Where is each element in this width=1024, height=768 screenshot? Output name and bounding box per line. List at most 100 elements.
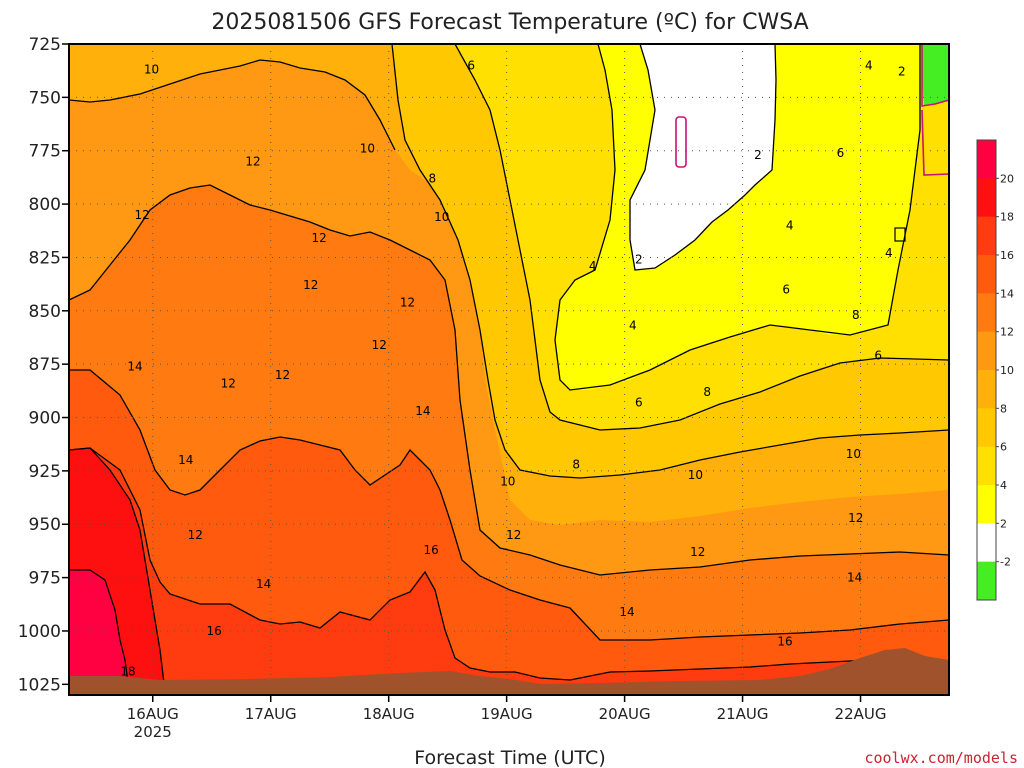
x-tick-label: 18AUG [363,705,415,723]
y-axis: 725 750 775 800 825 850 875 900 925 950 975 1000 102… [18,35,69,695]
contour-label: 8 [429,171,437,185]
contour-label: 2 [754,148,762,162]
y-tick-label: 975 [29,569,61,589]
x-axis-label: Forecast Time (UTC) [414,747,605,768]
x-tick-year-label: 2025 [134,723,172,741]
colorbar-swatch [977,293,996,333]
y-tick-label: 925 [29,462,61,482]
colorbar-tick-label: 2 [1000,517,1007,530]
freezing-contour-line [921,44,949,107]
colorbar-swatch [977,485,996,524]
contour-label: 12 [134,208,149,222]
contour-label: 14 [847,571,862,585]
contour-label: 8 [852,308,860,322]
colorbar-tick-label: 14 [1000,287,1014,300]
contour-label: 8 [572,457,580,471]
colorbar-swatch [977,561,996,601]
contour-label: 16 [777,635,792,649]
band-below-freezing [922,44,949,106]
colorbar-swatch [977,140,996,179]
x-tick-label: 16AUG [127,705,179,723]
freezing-contour-loop [675,116,687,168]
contour-label: 12 [275,368,290,382]
contour-line-4 [554,44,921,391]
contour-label: 12 [303,278,318,292]
contour-label: 6 [837,146,845,160]
colorbar-swatch [977,178,996,218]
x-tick-label: 17AUG [245,705,297,723]
contour-label: 12 [400,295,415,309]
contour-label: 2 [898,65,906,79]
contour-label: 10 [144,63,159,77]
contour-labels: 10 6 4 2 10 12 8 2 6 12 10 4 12 2 4 4 12 6 12 4 8 12 6 14 12 12 6 8… [120,58,905,678]
colorbar-tick-label: 20 [1000,172,1014,185]
contour-label: 14 [256,577,271,591]
contour-closed-loop [894,227,906,242]
contour-label: 14 [415,404,430,418]
band-20 [69,570,128,683]
y-tick-label: 750 [29,88,61,108]
contour-line-16 [69,447,949,683]
contour-label: 14 [127,359,142,373]
colorbar-swatch [977,446,996,486]
contour-label: 2 [635,253,643,267]
contour-label: 10 [434,210,449,224]
contour-label: 4 [589,259,597,273]
contour-label: 6 [874,349,882,363]
y-tick-label: 725 [29,35,61,55]
contour-label: 12 [311,231,326,245]
contour-label: 12 [245,154,260,168]
contour-label: 18 [120,665,135,679]
x-tick-label: 21AUG [717,705,769,723]
watermark: coolwx.com/models [864,749,1018,767]
contour-label: 6 [467,58,475,72]
contour-line-18 [69,447,165,684]
y-tick-label: 850 [29,302,61,322]
contour-line-6 [454,44,949,431]
contour-label: 10 [688,468,703,482]
plot-frame [68,43,950,696]
colorbar-tick-label: 18 [1000,211,1014,224]
y-tick-label: 1025 [18,675,61,695]
contour-label: 8 [703,385,711,399]
plot-area [69,44,949,695]
colorbar-tick-label: 10 [1000,364,1014,377]
y-tick-label: 950 [29,515,61,535]
contour-label: 4 [629,319,637,333]
contour-label: 14 [619,605,634,619]
contour-label: 6 [782,282,790,296]
y-tick-label: 900 [29,409,61,429]
colorbar-tick-label: 12 [1000,326,1014,339]
band-freezing [630,44,776,270]
y-tick-label: 1000 [18,622,61,642]
contour-label: 12 [221,376,236,390]
contour-label: 16 [206,624,221,638]
contour-label: 14 [178,453,193,467]
x-tick-label: 19AUG [481,705,533,723]
contour-label: 4 [885,246,893,260]
x-tick-label: 22AUG [835,705,887,723]
colorbar-tick-label: 8 [1000,402,1007,415]
colorbar-swatch [977,523,996,563]
colorbar-tick-label: 4 [1000,479,1007,492]
y-tick-label: 775 [29,142,61,162]
contour-label: 10 [360,142,375,156]
y-tick-label: 875 [29,355,61,375]
contour-label: 16 [424,543,439,557]
colorbar-swatch [977,216,996,256]
contour-line-2 [629,44,777,271]
contour-label: 12 [690,545,705,559]
colorbar-tick-label: 6 [1000,441,1007,454]
contour-line-20 [69,569,129,684]
contour-line-8 [391,44,949,479]
contour-label: 4 [865,58,873,72]
contour-label: 12 [188,528,203,542]
contour-label: 12 [372,338,387,352]
colorbar-swatch [977,408,996,448]
colorbar-tick-label: 16 [1000,249,1014,262]
y-tick-label: 825 [29,248,61,268]
y-tick-label: 800 [29,195,61,215]
colorbar-legend: 20 18 16 14 12 10 8 6 4 2 -2 [976,139,1014,601]
